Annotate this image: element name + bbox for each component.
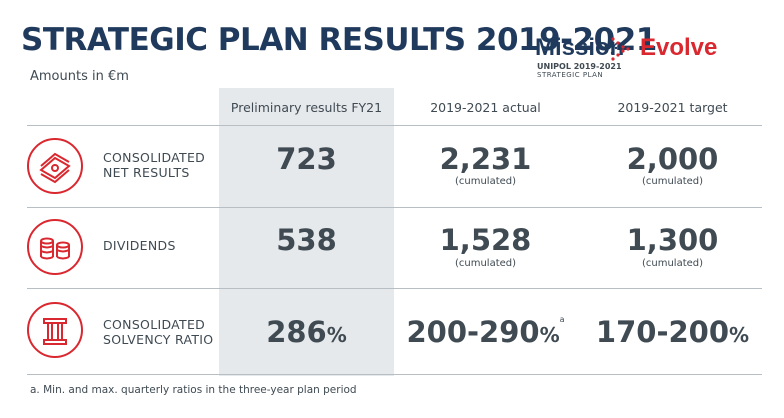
preliminary-column-highlight xyxy=(219,88,394,376)
actual-net-results-note: (cumulated) xyxy=(454,176,517,187)
actual-net-results: 2,231 xyxy=(439,142,532,176)
target-net-results-note: (cumulated) xyxy=(641,176,704,187)
row-label-dividends: DIVIDENDS xyxy=(103,238,176,253)
prelim-solvency: 286% xyxy=(266,315,347,349)
banknotes-icon xyxy=(27,138,83,194)
divider xyxy=(27,207,762,208)
logo-arrow-icon xyxy=(610,37,630,61)
pillar-icon xyxy=(27,302,83,358)
actual-dividends-note: (cumulated) xyxy=(454,258,517,269)
target-net-results: 2,000 xyxy=(626,142,719,176)
target-dividends-note: (cumulated) xyxy=(641,258,704,269)
logo-word-evolve: Evolve xyxy=(640,34,718,61)
prelim-net-results: 723 xyxy=(276,142,337,176)
divider xyxy=(27,288,762,289)
footnote: a. Min. and max. quarterly ratios in the… xyxy=(30,384,357,396)
prelim-dividends: 538 xyxy=(276,223,337,257)
divider xyxy=(27,374,762,375)
logo-word-mission: Mission xyxy=(535,34,625,61)
target-solvency: 170-200% xyxy=(595,315,750,349)
divider xyxy=(27,125,762,126)
header-preliminary: Preliminary results FY21 xyxy=(230,100,383,115)
header-target: 2019-2021 target xyxy=(617,100,728,115)
page-title: STRATEGIC PLAN RESULTS 2019-2021 xyxy=(21,22,657,58)
coin-stacks-icon xyxy=(27,219,83,275)
row-label-net-results: CONSOLIDATED NET RESULTS xyxy=(103,150,206,180)
logo-subtitle-unipol: UNIPOL 2019-2021 xyxy=(537,62,622,71)
amounts-note: Amounts in €m xyxy=(30,69,129,84)
mission-evolve-logo: Mission Evolve UNIPOL 2019-2021 STRATEGI… xyxy=(525,28,765,86)
logo-subtitle-plan: STRATEGIC PLAN xyxy=(537,71,604,79)
row-label-solvency: CONSOLIDATED SOLVENCY RATIO xyxy=(103,317,214,347)
footnote-marker: a xyxy=(559,315,565,324)
header-actual: 2019-2021 actual xyxy=(430,100,541,115)
actual-solvency: 200-290%a xyxy=(406,315,565,349)
actual-dividends: 1,528 xyxy=(439,223,532,257)
target-dividends: 1,300 xyxy=(626,223,719,257)
